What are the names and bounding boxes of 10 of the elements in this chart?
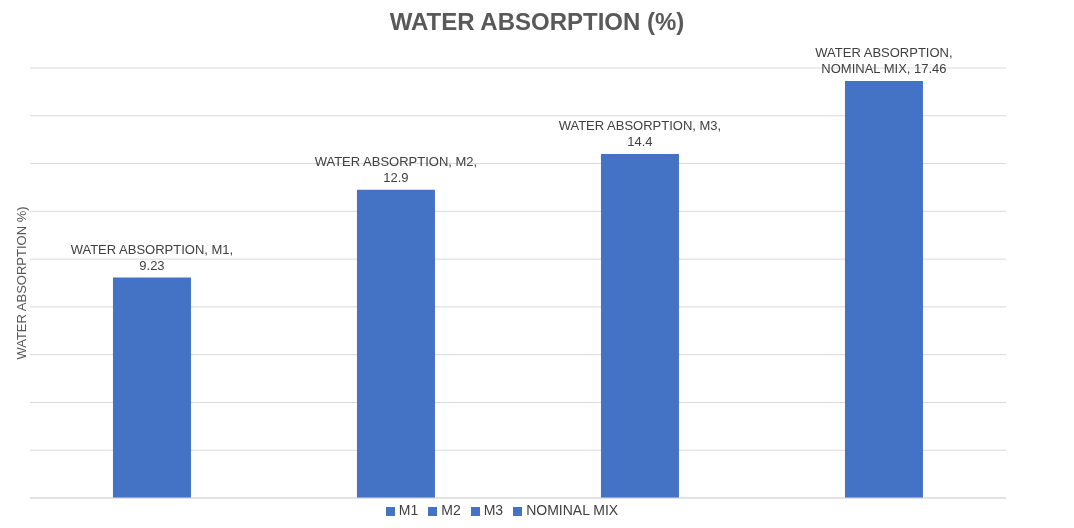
y-axis-title: WATER ABSORPTION %): [13, 206, 29, 360]
data-label: WATER ABSORPTION, NOMINAL MIX, 17.46: [815, 44, 953, 76]
legend-label: M1: [398, 502, 419, 518]
data-label: WATER ABSORPTION, M2, 12.9: [314, 153, 478, 185]
data-label: WATER ABSORPTION, M3, 14.4: [558, 118, 722, 149]
legend-label: M3: [483, 502, 504, 518]
legend-label: M2: [441, 502, 461, 518]
data-label: WATER ABSORPTION, M1, 9.23: [70, 241, 234, 273]
chart-title: WATER ABSORPTION (%): [388, 8, 686, 37]
legend-label: NOMINAL MIX: [526, 502, 619, 518]
